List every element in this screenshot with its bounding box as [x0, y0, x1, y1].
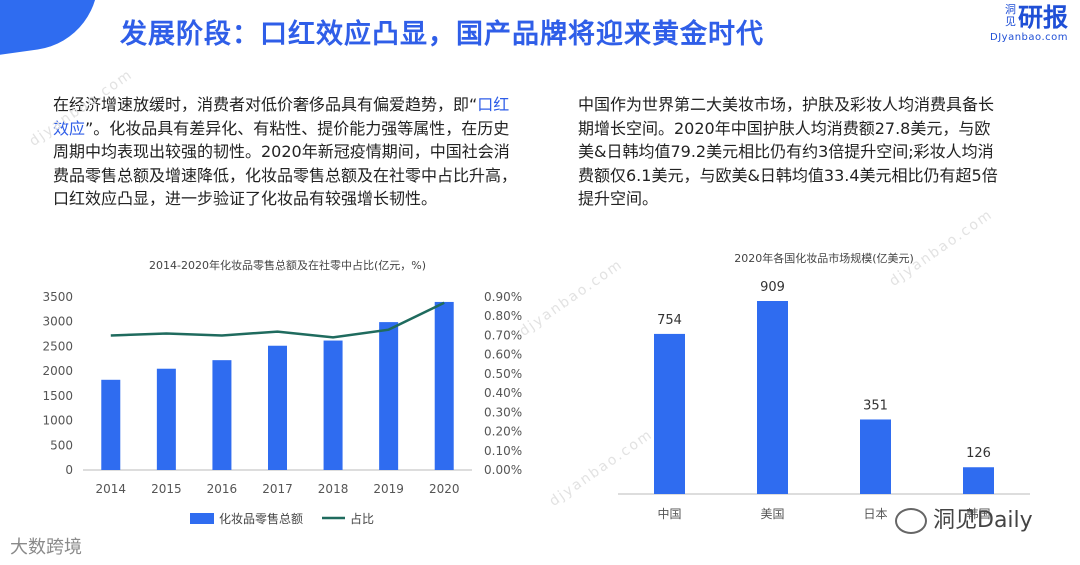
left-paragraph-after: ”。化妆品具有差异化、有粘性、提价能力强等属性，在历史周期中均表现出较强的韧性。… — [53, 118, 518, 209]
footer-source: 大数跨境 — [10, 533, 82, 559]
chart2-bar — [963, 467, 994, 494]
chart1-right-tick: 0.20% — [484, 425, 522, 439]
chart2-x-tick: 中国 — [657, 506, 681, 521]
chart1-bar — [434, 301, 454, 470]
chart2-x-tick: 韩国 — [966, 506, 990, 521]
chart1-bar — [323, 340, 343, 470]
chart1-bar — [156, 368, 176, 470]
chart1-right-tick: 0.80% — [484, 309, 522, 323]
left-paragraph-before: 在经济增速放缓时，消费者对低价奢侈品具有偏爱趋势，即“ — [53, 95, 478, 114]
chart1-right-tick: 0.30% — [484, 405, 522, 419]
chart1-x-tick: 2020 — [429, 482, 460, 496]
chart1-left-tick: 1000 — [42, 414, 73, 428]
chart1-bar — [379, 322, 399, 470]
chart1-left-tick: 500 — [50, 438, 73, 452]
chart1-right-tick: 0.10% — [484, 444, 522, 458]
right-paragraph: 中国作为世界第二大美妆市场，护肤及彩妆人均消费具备长期增长空间。2020年中国护… — [578, 95, 998, 208]
chart1-bar — [101, 379, 121, 470]
brand-name: 研报 — [1017, 3, 1068, 32]
chart2-data-label: 754 — [657, 313, 682, 328]
brand-url: DJyanbao.com — [990, 32, 1068, 43]
brand-vertical: 洞见 — [1004, 3, 1016, 28]
chart2-data-label: 909 — [760, 280, 785, 295]
chart2-x-tick: 美国 — [760, 507, 784, 521]
chart1-x-tick: 2015 — [151, 482, 182, 496]
chart1-bar — [212, 360, 232, 470]
chart1-x-tick: 2019 — [373, 482, 404, 496]
chart1-left-tick: 2000 — [42, 364, 73, 378]
chart1-left-tick: 3000 — [42, 315, 73, 329]
chart2-data-label: 351 — [863, 398, 888, 413]
chart1-title: 2014-2020年化妆品零售总额及在社零中占比(亿元，%) — [149, 258, 426, 272]
page-title: 发展阶段：口红效应凸显，国产品牌将迎来黄金时代 — [120, 19, 764, 50]
chart1-right-tick: 0.00% — [484, 463, 522, 477]
chart1-right-tick: 0.60% — [484, 348, 522, 362]
chart1-legend-line-label: 占比 — [350, 511, 374, 526]
chart1-left-tick: 1500 — [42, 389, 73, 403]
footer-brand: 洞见Daily — [895, 502, 1033, 534]
left-paragraph: 在经济增速放缓时，消费者对低价奢侈品具有偏爱趋势，即“口红效应”。化妆品具有差异… — [53, 93, 523, 211]
chart2-x-tick: 日本 — [863, 507, 887, 521]
chart1-right-tick: 0.40% — [484, 386, 522, 400]
chart1-legend-bar-swatch — [190, 513, 214, 524]
chart1-x-tick: 2014 — [96, 482, 127, 496]
chart1-left-tick: 0 — [65, 463, 73, 477]
chart1-right-tick: 0.70% — [484, 328, 522, 342]
chart1-x-tick: 2016 — [207, 482, 238, 496]
chart1-x-tick: 2017 — [262, 482, 293, 496]
chart2-bar — [757, 301, 788, 494]
chart1-right-tick: 0.90% — [484, 290, 522, 304]
chart1-left-tick: 2500 — [42, 339, 73, 353]
chart1-bar — [268, 345, 287, 470]
chart1-right-tick: 0.50% — [484, 367, 522, 381]
wechat-icon — [895, 508, 927, 534]
brand-logo: 洞见研报 DJyanbao.com — [990, 4, 1068, 44]
lipstick-effect-highlight: 口红效应 — [53, 95, 510, 138]
footer-brand-label: 洞见Daily — [933, 508, 1033, 533]
chart1-line-series — [110, 301, 445, 339]
chart1-legend-bar-label: 化妆品零售总额 — [219, 511, 303, 526]
chart1-left-tick: 3500 — [42, 290, 73, 304]
chart2-data-label: 126 — [966, 446, 991, 461]
footer-source-label: 大数跨境 — [10, 537, 82, 558]
chart1-x-tick: 2018 — [318, 482, 349, 496]
chart2-bar — [860, 419, 891, 494]
chart2-title: 2020年各国化妆品市场规模(亿美元) — [734, 251, 914, 265]
chart2-bar — [654, 333, 685, 494]
